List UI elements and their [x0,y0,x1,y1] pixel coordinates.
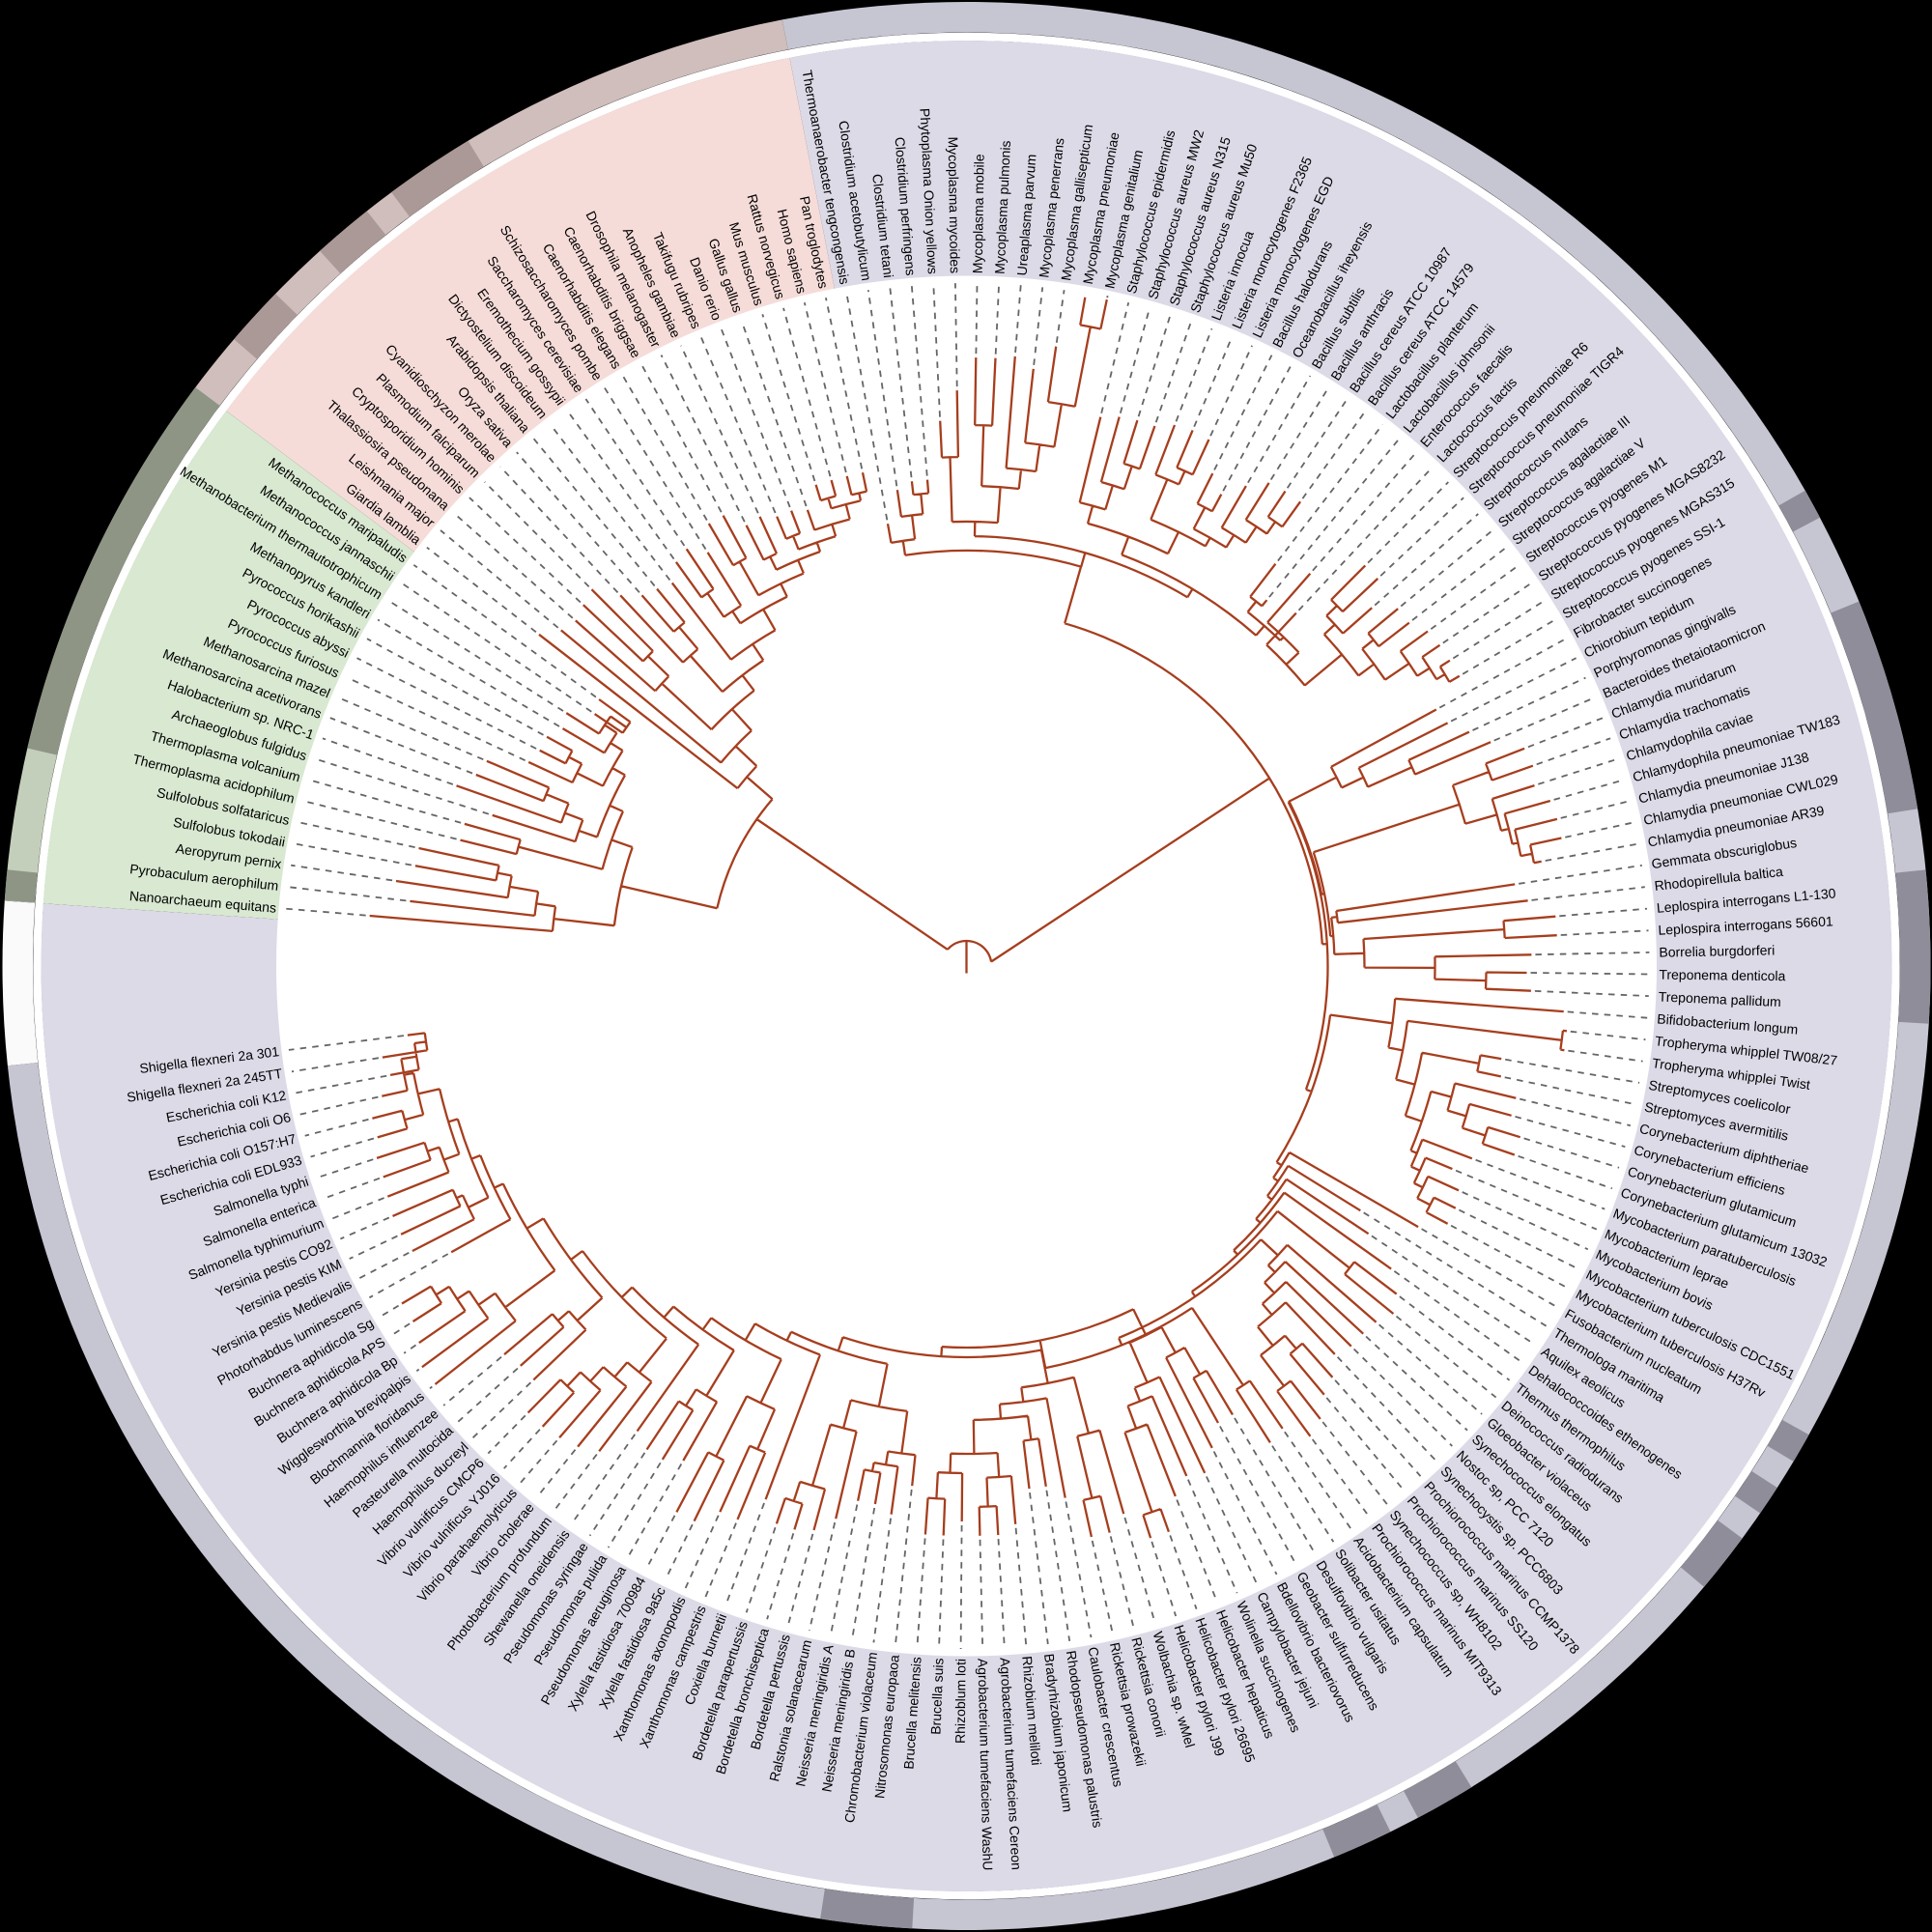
svg-text:Agrobacterium tumefaciens Wash: Agrobacterium tumefaciens WashU [975,1659,995,1871]
svg-text:Treponema pallidum: Treponema pallidum [1658,989,1781,1010]
svg-text:Brucella suis: Brucella suis [927,1658,946,1735]
svg-text:Mycoplasma mobile: Mycoplasma mobile [970,154,987,273]
svg-text:Mycoplasma pulmonis: Mycoplasma pulmonis [992,140,1014,274]
svg-text:Rhizoblum loti: Rhizoblum loti [952,1659,969,1744]
svg-text:Borrelia burgdorferi: Borrelia burgdorferi [1659,942,1775,959]
svg-text:Treponema denticola: Treponema denticola [1659,967,1785,984]
svg-text:Mycoplasma mycoides: Mycoplasma mycoides [946,136,963,273]
